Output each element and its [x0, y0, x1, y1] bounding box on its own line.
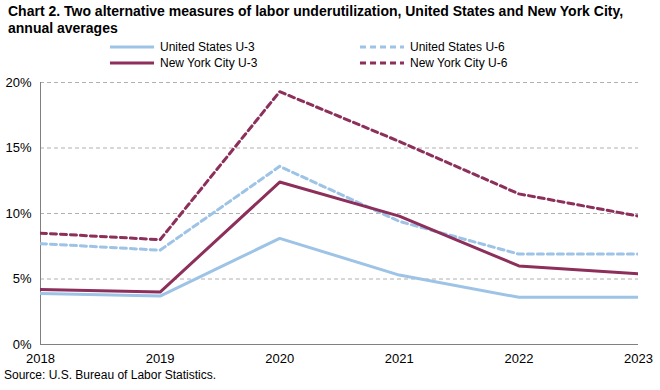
svg-text:2019: 2019 — [146, 351, 175, 366]
svg-text:2023: 2023 — [624, 351, 653, 366]
svg-text:20%: 20% — [5, 75, 31, 90]
svg-text:2021: 2021 — [385, 351, 414, 366]
svg-text:15%: 15% — [5, 140, 31, 155]
svg-text:5%: 5% — [13, 271, 32, 286]
html-text:New York City U-3: New York City U-3 — [160, 56, 258, 70]
svg-text:10%: 10% — [5, 206, 31, 221]
html-text:New York City U-6: New York City U-6 — [410, 56, 508, 70]
svg-text:2020: 2020 — [265, 351, 294, 366]
html-text:Chart 2. Two alternative measu: Chart 2. Two alternative measures of lab… — [8, 3, 624, 36]
svg-text:2022: 2022 — [504, 351, 533, 366]
html-text:United States U-3: United States U-3 — [160, 40, 255, 54]
svg-text:2018: 2018 — [26, 351, 55, 366]
html-text:Source: U.S. Bureau of Labor S: Source: U.S. Bureau of Labor Statistics. — [4, 368, 217, 382]
svg-text:0%: 0% — [13, 337, 32, 352]
html-text:United States U-6: United States U-6 — [410, 40, 505, 54]
